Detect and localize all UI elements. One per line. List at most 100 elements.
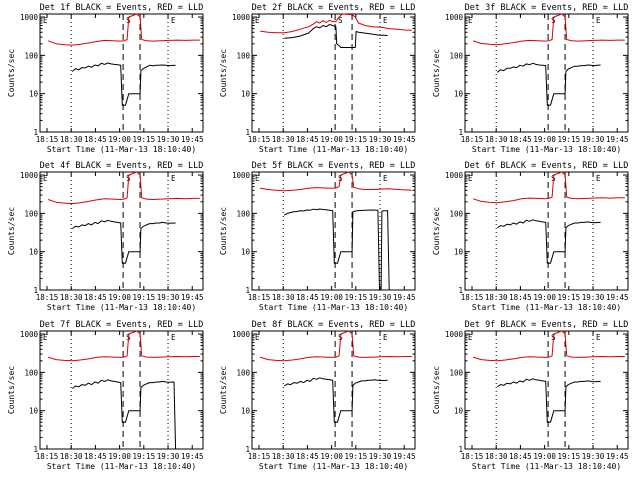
y-tick-label: 1000 — [445, 171, 464, 180]
y-tick-label: 10 — [29, 407, 39, 416]
x-tick-label: 18:30 — [60, 452, 83, 461]
x-tick-label: 19:15 — [558, 452, 581, 461]
x-tick-label: 19:00 — [533, 293, 556, 302]
y-tick-label: 100 — [236, 209, 250, 218]
y-tick-label: 10 — [241, 248, 251, 257]
y-tick-label: 1 — [245, 286, 250, 295]
x-tick-label: 19:15 — [133, 452, 156, 461]
y-tick-label: 1 — [458, 445, 463, 454]
panel-title: Det 6f BLACK = Events, RED = LLD — [465, 161, 629, 171]
y-tick-label: 10 — [454, 248, 464, 257]
x-tick-label: 18:15 — [36, 452, 59, 461]
x-tick-label: 18:30 — [485, 135, 508, 144]
x-tick-label: 19:15 — [558, 293, 581, 302]
x-axis-label: Start Time (11-Mar-13 18:10:40) — [472, 145, 621, 154]
series-line-events — [284, 377, 388, 423]
x-axis-label: Start Time (11-Mar-13 18:10:40) — [47, 145, 196, 154]
event-marker-e: E — [43, 16, 48, 25]
x-tick-label: 19:15 — [345, 293, 368, 302]
x-tick-label: 18:45 — [84, 135, 107, 144]
event-marker-e: E — [255, 333, 260, 342]
y-tick-label: 10 — [241, 90, 251, 99]
x-tick-label: 19:45 — [181, 135, 204, 144]
event-marker-e: E — [468, 16, 473, 25]
y-tick-label: 100 — [236, 51, 250, 60]
x-axis-label: Start Time (11-Mar-13 18:10:40) — [259, 145, 408, 154]
event-marker-e: E — [383, 174, 388, 183]
series-line-lld — [260, 171, 412, 192]
x-tick-label: 19:00 — [533, 452, 556, 461]
series-line-lld — [472, 330, 625, 362]
x-tick-label: 19:00 — [320, 135, 343, 144]
x-tick-label: 19:45 — [606, 135, 629, 144]
x-tick-label: 19:30 — [582, 135, 605, 144]
series-line-lld — [260, 13, 412, 34]
y-axis-label: Counts/sec — [432, 366, 441, 414]
event-marker-e: E — [468, 174, 473, 183]
x-tick-label: 18:30 — [272, 452, 295, 461]
x-tick-label: 19:15 — [345, 452, 368, 461]
series-line-lld — [47, 330, 200, 362]
x-tick-label: 18:15 — [461, 452, 484, 461]
x-tick-label: 19:15 — [558, 135, 581, 144]
event-marker-e: E — [43, 333, 48, 342]
x-tick-label: 18:30 — [485, 293, 508, 302]
y-tick-label: 1 — [458, 286, 463, 295]
x-tick-label: 18:45 — [296, 452, 319, 461]
panel-title: Det 2f BLACK = Events, RED = LLD — [252, 3, 416, 13]
x-tick-label: 18:30 — [485, 452, 508, 461]
x-tick-label: 18:15 — [461, 135, 484, 144]
y-tick-label: 1000 — [20, 330, 39, 339]
x-tick-label: 19:30 — [369, 135, 392, 144]
y-tick-label: 10 — [454, 90, 464, 99]
x-tick-label: 19:45 — [393, 452, 416, 461]
x-tick-label: 18:45 — [509, 135, 532, 144]
x-tick-label: 19:00 — [533, 135, 556, 144]
y-tick-label: 1 — [245, 445, 250, 454]
series-line-events — [71, 62, 176, 106]
event-marker-s: S — [338, 16, 343, 25]
event-marker-e: E — [596, 174, 601, 183]
plot-frame — [464, 330, 629, 450]
x-tick-label: 19:00 — [108, 135, 131, 144]
plot-frame — [39, 171, 204, 291]
x-tick-label: 18:30 — [60, 135, 83, 144]
series-line-events — [284, 24, 388, 48]
y-tick-label: 1 — [245, 128, 250, 137]
series-line-lld — [47, 13, 200, 46]
y-axis-label: Counts/sec — [219, 207, 228, 255]
panel-title: Det 4f BLACK = Events, RED = LLD — [40, 161, 204, 171]
y-tick-label: 100 — [449, 51, 463, 60]
event-marker-e: E — [171, 174, 176, 183]
x-tick-label: 19:30 — [582, 452, 605, 461]
y-axis-label: Counts/sec — [432, 207, 441, 255]
series-line-lld — [472, 171, 625, 204]
x-tick-label: 18:45 — [84, 452, 107, 461]
x-tick-label: 19:15 — [133, 135, 156, 144]
x-tick-label: 18:15 — [248, 452, 271, 461]
x-tick-label: 19:00 — [108, 293, 131, 302]
y-tick-label: 100 — [24, 51, 38, 60]
x-tick-label: 18:15 — [248, 135, 271, 144]
x-tick-label: 19:45 — [181, 293, 204, 302]
x-tick-label: 18:15 — [36, 293, 59, 302]
x-axis-label: Start Time (11-Mar-13 18:10:40) — [472, 462, 621, 471]
x-tick-label: 18:30 — [272, 293, 295, 302]
x-tick-label: 19:30 — [157, 135, 180, 144]
event-marker-e: E — [383, 333, 388, 342]
y-tick-label: 100 — [24, 368, 38, 377]
x-tick-label: 19:45 — [606, 293, 629, 302]
panel-title: Det 5f BLACK = Events, RED = LLD — [252, 161, 416, 171]
y-tick-label: 1000 — [232, 13, 251, 22]
x-tick-label: 18:45 — [296, 135, 319, 144]
x-tick-label: 18:45 — [509, 293, 532, 302]
x-tick-label: 19:15 — [133, 293, 156, 302]
y-axis-label: Counts/sec — [219, 49, 228, 97]
x-tick-label: 18:30 — [272, 135, 295, 144]
x-tick-label: 19:00 — [320, 293, 343, 302]
